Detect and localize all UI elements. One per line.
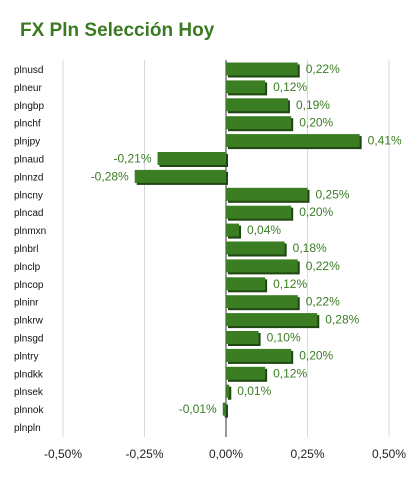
data-label: 0,01% [237, 384, 271, 398]
bar [226, 313, 318, 327]
bar [226, 241, 285, 255]
data-label: 0,22% [306, 62, 340, 76]
category-label: plncad [14, 208, 43, 219]
category-label: plnpln [14, 423, 41, 434]
bar [226, 80, 266, 94]
data-label: 0,20% [299, 348, 333, 362]
x-tick-label: -0,25% [125, 447, 163, 461]
bar-shadow [224, 404, 228, 418]
data-label: 0,25% [316, 187, 350, 201]
category-label: plnsgd [14, 334, 43, 345]
bar [226, 205, 292, 219]
data-label: 0,20% [299, 116, 333, 130]
bar [226, 223, 240, 237]
chart-title: FX Pln Selección Hoy [20, 20, 215, 41]
data-label: 0,12% [273, 80, 307, 94]
category-label: plnusd [14, 65, 43, 76]
bar [226, 187, 308, 201]
bar [226, 348, 292, 362]
x-tick-label: -0,50% [44, 447, 82, 461]
category-label: plntry [14, 351, 38, 362]
category-label: plndkk [14, 369, 44, 380]
category-label: plnjpy [14, 137, 40, 148]
category-label: plnmxn [14, 226, 46, 237]
bar [222, 402, 226, 416]
data-label: 0,12% [273, 277, 307, 291]
bars-layer [134, 62, 362, 418]
category-label: plnnok [14, 405, 44, 416]
x-tick-label: 0,00% [209, 447, 243, 461]
data-label: 0,28% [325, 313, 359, 327]
category-label: plneur [14, 83, 42, 94]
data-label: 0,18% [293, 241, 327, 255]
bar [226, 384, 230, 398]
data-label: 0,19% [296, 98, 330, 112]
bar [226, 366, 266, 380]
category-label: plnclp [14, 262, 41, 273]
bar [157, 152, 226, 165]
bar [226, 62, 298, 76]
category-label: plninr [14, 298, 39, 309]
data-label: 0,12% [273, 366, 307, 380]
category-label: plnbrl [14, 244, 38, 255]
category-label: plnnzd [14, 172, 43, 183]
bar [226, 98, 288, 112]
data-label: -0,21% [114, 152, 152, 166]
bar [134, 169, 226, 183]
category-label: plnaud [14, 155, 44, 166]
data-label: 0,22% [306, 295, 340, 309]
x-tick-label: 0,25% [290, 447, 324, 461]
x-tick-label: 0,50% [372, 447, 406, 461]
bar [226, 277, 266, 291]
category-label: plncop [14, 280, 44, 291]
data-label: 0,20% [299, 205, 333, 219]
data-label: 0,22% [306, 259, 340, 273]
axis-layer: -0,50% -0,25% 0,00% 0,25% 0,50% [44, 447, 406, 461]
data-label: 0,04% [247, 223, 281, 237]
bar [226, 116, 292, 130]
category-label: plnchf [14, 119, 41, 130]
bar-shadow [228, 386, 232, 400]
bar [226, 331, 259, 344]
data-label: 0,10% [267, 331, 301, 345]
data-label: 0,41% [368, 134, 402, 148]
labels-layer: plnusd 0,22% plneur 0,12% plngbp 0,19% plnchf 0… [14, 62, 402, 434]
category-label: plnkrw [14, 316, 44, 327]
category-label: plngbp [14, 101, 44, 112]
bar [226, 134, 360, 148]
data-label: -0,28% [91, 169, 129, 183]
category-label: plnsek [14, 387, 44, 398]
category-label: plncny [14, 190, 43, 201]
data-label: -0,01% [179, 402, 217, 416]
bar [226, 259, 298, 273]
bar [226, 295, 298, 309]
